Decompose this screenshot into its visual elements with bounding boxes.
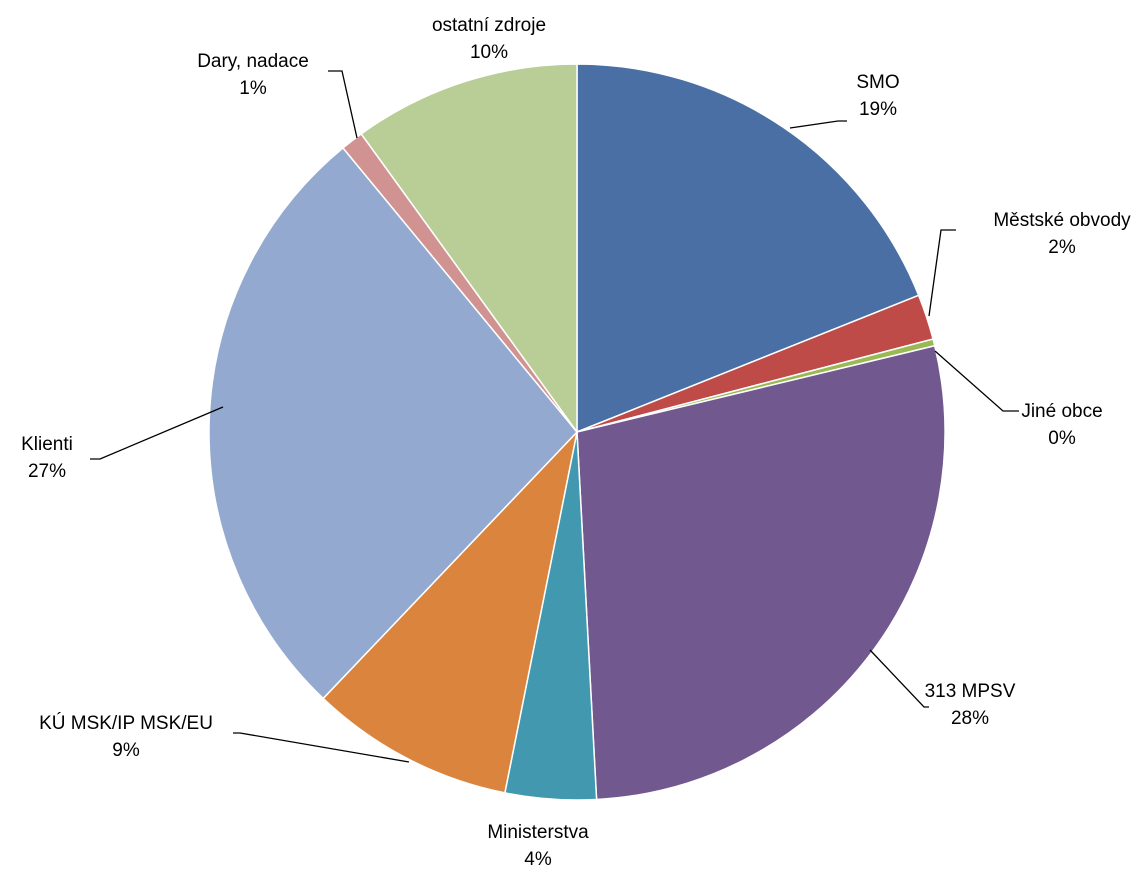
leader-line-0 <box>789 120 847 129</box>
slice-percent-label-6: 27% <box>28 461 66 482</box>
slice-percent-label-3: 28% <box>951 708 989 729</box>
slice-name-label-6: Klienti <box>21 434 73 455</box>
slice-percent-label-1: 2% <box>1048 237 1076 258</box>
leader-line-2 <box>934 350 1019 412</box>
leader-line-7 <box>328 70 358 139</box>
slice-name-label-8: ostatní zdroje <box>432 15 546 36</box>
slice-name-label-4: Ministerstva <box>487 822 589 843</box>
slice-percent-label-4: 4% <box>524 849 552 870</box>
slice-name-label-1: Městské obvody <box>993 210 1131 231</box>
leader-line-3 <box>869 649 929 708</box>
slice-name-label-2: Jiné obce <box>1021 401 1102 422</box>
leader-line-1 <box>928 229 956 317</box>
slice-name-label-3: 313 MPSV <box>925 681 1016 702</box>
pie-slice-5 <box>322 429 579 794</box>
pie-slices <box>208 63 946 801</box>
slice-percent-label-5: 9% <box>112 740 140 761</box>
slice-name-label-0: SMO <box>856 72 899 93</box>
slice-percent-label-2: 0% <box>1048 428 1076 449</box>
slice-name-label-5: KÚ MSK/IP MSK/EU <box>39 712 213 734</box>
pie-slice-0 <box>576 63 920 434</box>
leader-line-6 <box>90 406 224 460</box>
pie-slice-8 <box>360 63 578 435</box>
slice-percent-label-7: 1% <box>239 78 267 99</box>
slice-percent-label-8: 10% <box>470 42 508 63</box>
slice-percent-label-0: 19% <box>859 99 897 120</box>
leader-lines <box>90 70 1019 763</box>
pie-slice-6 <box>208 146 579 700</box>
leader-line-5 <box>233 732 410 763</box>
slice-name-label-7: Dary, nadace <box>197 51 309 72</box>
slice-labels: SMO 19% Městské obvody 2% Jiné obce 0% 313 MPS… <box>21 15 1131 870</box>
